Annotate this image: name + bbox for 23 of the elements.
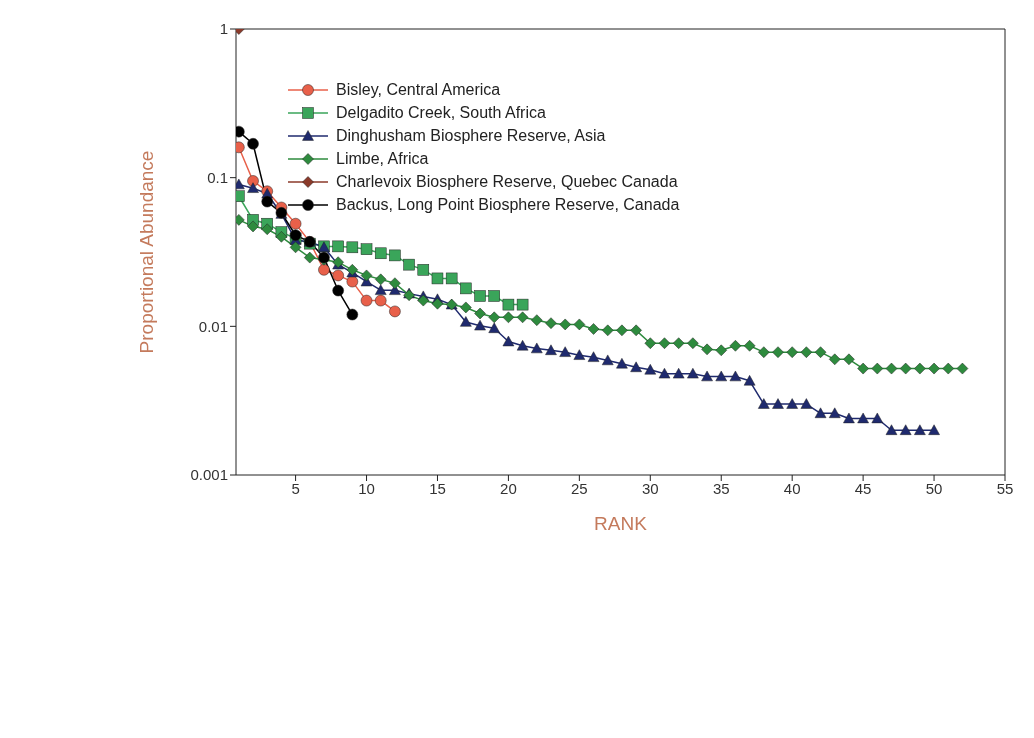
y-axis-title: Proportional Abundance [135, 150, 157, 354]
legend-label: Limbe, Africa [336, 149, 429, 168]
x-tick-label: 55 [996, 479, 1014, 497]
x-tick-label: 35 [712, 479, 730, 497]
x-tick-label: 45 [854, 479, 872, 497]
y-tick-label: 0.01 [198, 317, 228, 335]
x-tick-label: 25 [571, 479, 588, 497]
x-tick-label: 10 [358, 479, 375, 497]
x-tick-label: 40 [783, 479, 801, 497]
y-tick-label: 0.1 [207, 168, 228, 186]
x-tick-label: 15 [429, 479, 446, 497]
legend-label: Dinghusham Biosphere Reserve, Asia [336, 126, 606, 145]
legend-label: Charlevoix Biosphere Reserve, Quebec Canada [336, 172, 678, 191]
x-tick-label: 20 [500, 479, 517, 497]
legend-label: Backus, Long Point Biosphere Reserve, Canada [336, 195, 680, 214]
legend-label: Bisley, Central America [336, 80, 501, 99]
x-axis-title: RANK [594, 513, 648, 534]
x-tick-label: 50 [925, 479, 943, 497]
x-tick-label: 30 [641, 479, 659, 497]
x-tick-label: 5 [291, 479, 300, 497]
legend-label: Delgadito Creek, South Africa [336, 103, 546, 122]
y-tick-label: 0.001 [190, 466, 228, 484]
y-tick-label: 1 [219, 20, 228, 38]
